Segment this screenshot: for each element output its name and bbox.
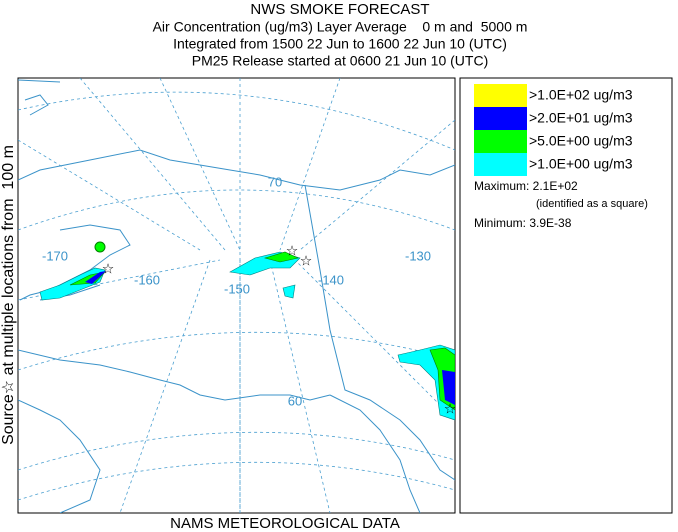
plume	[263, 251, 299, 263]
map-label: -170	[42, 248, 68, 263]
plume	[85, 271, 106, 284]
map: ☆ ☆ ☆ ☆ -170 -160 -150 -140 -130 70 60	[18, 78, 457, 513]
title: NWS SMOKE FORECAST	[250, 1, 429, 18]
plume	[282, 284, 296, 299]
map-label: 60	[288, 393, 302, 408]
subtitle: Air Concentration (ug/m3) Layer Average …	[153, 19, 528, 35]
graticule	[18, 331, 455, 371]
side-label: Source☆ at multiple locations from 100 m	[0, 145, 17, 445]
boundary	[304, 184, 455, 513]
graticule	[79, 78, 226, 251]
map-label: -160	[134, 272, 160, 287]
legend-swatch	[474, 107, 527, 130]
minimum: Minimum: 3.9E-38	[474, 216, 572, 230]
map-label: 70	[268, 174, 282, 189]
legend-label: >2.0E+01 ug/m3	[529, 110, 633, 126]
maximum-note: (identified as a square)	[536, 198, 648, 210]
source-marker: ☆	[286, 243, 299, 259]
legend-label: >1.0E+00 ug/m3	[529, 156, 633, 172]
map-label: -140	[318, 272, 344, 287]
footer: NAMS METEOROLOGICAL DATA	[170, 515, 400, 532]
legend-swatch	[474, 84, 527, 107]
source-marker: ☆	[102, 261, 115, 277]
graticule	[18, 189, 455, 231]
graticule	[289, 254, 455, 421]
legend-swatch	[474, 153, 527, 176]
coastline	[18, 79, 455, 191]
plume	[94, 241, 106, 253]
maximum: Maximum: 2.1E+02	[474, 179, 578, 193]
source-marker: ☆	[444, 401, 457, 417]
legend-label: >1.0E+02 ug/m3	[529, 87, 633, 103]
plume	[442, 370, 455, 405]
map-frame	[17, 77, 456, 514]
graticule	[159, 78, 241, 251]
graticule	[269, 259, 331, 513]
source-marker: ☆	[300, 253, 313, 269]
graticule	[18, 431, 455, 471]
legend: >1.0E+02 ug/m3 >2.0E+01 ug/m3 >5.0E+00 ug/…	[474, 84, 633, 176]
subtitle: Integrated from 1500 22 Jun to 1600 22 J…	[173, 36, 507, 52]
graticule	[18, 91, 455, 151]
graticule	[279, 78, 341, 251]
legend-label: >5.0E+00 ug/m3	[529, 133, 633, 149]
graticule	[299, 119, 455, 251]
graticule	[18, 461, 455, 501]
legend-swatch	[474, 130, 527, 153]
subtitle: PM25 Release started at 0600 21 Jun 10 (…	[192, 53, 489, 69]
map-label: -150	[224, 281, 250, 296]
graticule	[119, 259, 211, 513]
graticule	[18, 259, 221, 301]
map-label: -130	[405, 248, 431, 263]
coastline	[18, 224, 331, 513]
